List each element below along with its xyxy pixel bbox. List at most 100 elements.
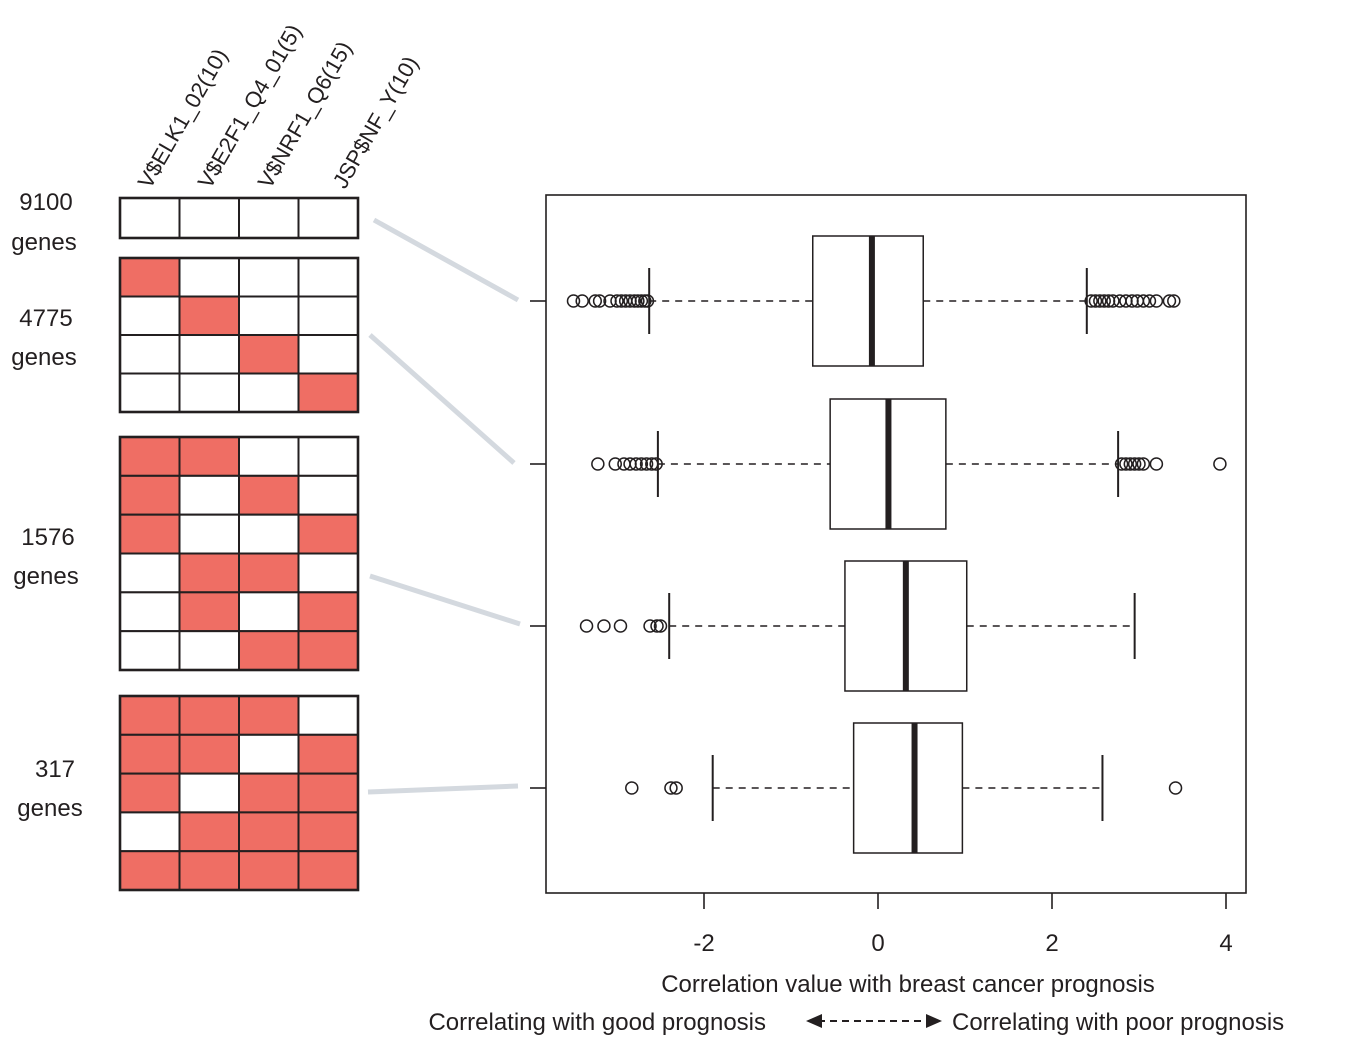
outlier-point xyxy=(1149,294,1164,308)
matrix-cell-absent xyxy=(297,257,359,298)
outlier-point xyxy=(1213,457,1227,471)
outlier-point xyxy=(1123,457,1138,471)
boxplot-row xyxy=(530,235,1181,367)
connector-line xyxy=(368,333,516,465)
motif-headers: V$ELK1_02(10) V$E2F1_Q4_01(5) V$NRF1_Q6(… xyxy=(133,20,424,192)
connector-line xyxy=(369,573,521,627)
outlier-point xyxy=(1132,457,1146,471)
plot-frame xyxy=(545,194,1247,894)
matrix-cell-present xyxy=(238,552,300,594)
outlier-point xyxy=(1168,781,1183,795)
matrix-border xyxy=(118,694,360,892)
matrix-cell-present xyxy=(238,772,300,814)
motif-matrix xyxy=(118,694,360,892)
matrix-cell-present xyxy=(178,850,240,892)
matrix-cell-present xyxy=(178,695,240,736)
outlier-point xyxy=(1136,457,1151,471)
matrix-cell-present xyxy=(238,811,300,853)
outlier-point xyxy=(649,457,663,471)
outlier-point xyxy=(1084,294,1098,308)
outlier-point xyxy=(1162,294,1177,308)
outlier-point xyxy=(640,294,655,308)
direction-label-poor: Correlating with poor prognosis xyxy=(952,1009,1284,1036)
outlier-point xyxy=(614,294,629,308)
matrix-cell-absent xyxy=(178,372,240,413)
x-tick-label: 0 xyxy=(871,930,884,957)
direction-arrow-left-head xyxy=(806,1014,822,1028)
x-axis-label: Correlation value with breast cancer pro… xyxy=(661,971,1155,998)
outlier-point xyxy=(634,457,649,471)
matrix-cell-absent xyxy=(238,436,300,477)
matrix-cell-present xyxy=(238,630,300,672)
matrix-cell-present xyxy=(297,850,359,892)
outlier-point xyxy=(608,457,623,471)
motif-matrices xyxy=(118,196,360,892)
group-labels: 9100 genes 4775 genes 1576 genes 317 gen… xyxy=(11,189,82,822)
outlier-point xyxy=(1136,294,1151,308)
outlier-point xyxy=(664,781,678,795)
group-unit-label: genes xyxy=(11,344,76,371)
group-unit-label: genes xyxy=(11,229,76,256)
outlier-point xyxy=(625,781,639,795)
outlier-point xyxy=(592,294,607,308)
connector-line xyxy=(367,783,519,795)
matrix-cell-present xyxy=(238,334,300,375)
outlier-point xyxy=(591,457,605,471)
matrix-cell-present xyxy=(178,295,240,336)
outlier-point xyxy=(653,619,668,633)
box-iqr xyxy=(812,235,924,367)
box-iqr xyxy=(852,722,964,854)
matrix-cell-present xyxy=(297,733,359,775)
outlier-point xyxy=(1127,457,1142,471)
outlier-point xyxy=(1119,457,1133,471)
outlier-point xyxy=(566,294,581,308)
boxplots xyxy=(530,235,1227,854)
matrix-cell-present xyxy=(119,513,181,555)
boxplot-row xyxy=(530,722,1183,854)
outlier-point xyxy=(1093,294,1107,308)
matrix-cell-absent xyxy=(119,295,181,336)
matrix-cell-absent xyxy=(297,197,359,239)
matrix-border xyxy=(118,256,360,414)
direction-arrow-right-head xyxy=(926,1014,942,1028)
matrix-cell-absent xyxy=(119,372,181,413)
x-tick-label: 2 xyxy=(1045,930,1058,957)
matrix-cell-present xyxy=(297,811,359,853)
x-tick-label: -2 xyxy=(693,930,714,957)
matrix-cell-present xyxy=(297,591,359,633)
matrix-cell-absent xyxy=(119,552,181,594)
matrix-cell-present xyxy=(119,733,181,775)
matrix-cell-absent xyxy=(297,552,359,594)
group-unit-label: genes xyxy=(17,795,82,822)
matrix-cell-present xyxy=(119,772,181,814)
direction-legend: Correlating with good prognosis Correlat… xyxy=(428,1009,1284,1036)
connector-line xyxy=(372,217,520,303)
matrix-border xyxy=(118,196,360,240)
matrix-cell-present xyxy=(297,513,359,555)
outlier-point xyxy=(588,294,602,308)
outlier-point xyxy=(1106,294,1120,308)
motif-matrix xyxy=(118,256,360,414)
motif-matrix xyxy=(118,196,360,240)
outlier-point xyxy=(1142,294,1157,308)
outlier-point xyxy=(613,619,628,633)
matrix-cell-present xyxy=(238,850,300,892)
outlier-point xyxy=(597,619,611,633)
matrix-cell-absent xyxy=(297,695,359,736)
matrix-cell-absent xyxy=(238,513,300,555)
matrix-cell-present xyxy=(297,772,359,814)
outlier-point xyxy=(643,619,657,633)
matrix-cell-absent xyxy=(297,295,359,336)
matrix-cell-absent xyxy=(178,197,240,239)
connectors xyxy=(367,217,521,795)
outlier-point xyxy=(575,294,589,308)
matrix-cell-present xyxy=(297,372,359,413)
matrix-cell-present xyxy=(238,474,300,516)
matrix-cell-absent xyxy=(119,630,181,672)
matrix-cell-absent xyxy=(119,197,181,239)
matrix-cell-present xyxy=(119,850,181,892)
direction-label-good: Correlating with good prognosis xyxy=(428,1009,766,1036)
outlier-point xyxy=(650,619,664,633)
matrix-cell-absent xyxy=(238,372,300,413)
